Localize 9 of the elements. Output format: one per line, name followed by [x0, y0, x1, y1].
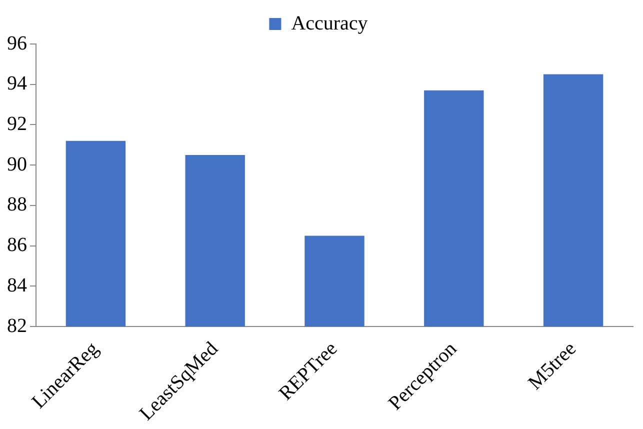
y-tick-label: 86 — [7, 234, 27, 256]
y-tick-label: 92 — [7, 112, 27, 135]
y-tick-label: 84 — [7, 274, 27, 296]
y-tick-label: 96 — [7, 32, 27, 54]
y-tick-label: 88 — [7, 194, 27, 216]
y-tick-label: 94 — [7, 72, 27, 95]
legend-label: Accuracy — [291, 12, 368, 34]
y-tick-label: 90 — [7, 153, 27, 176]
y-tick-label: 82 — [7, 314, 27, 337]
